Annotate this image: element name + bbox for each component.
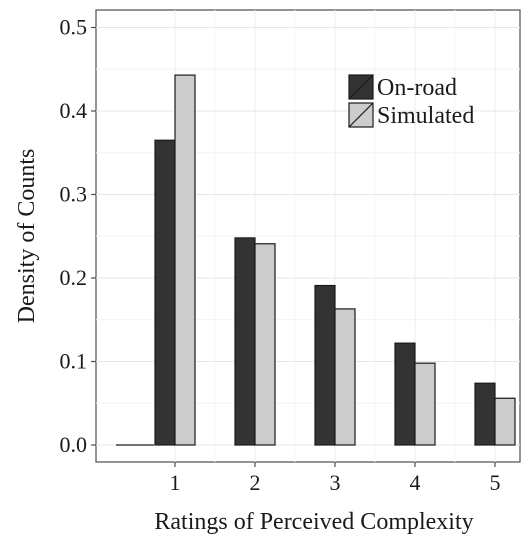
y-tick-label: 0.2: [60, 265, 88, 290]
y-axis-title: Density of Counts: [14, 149, 40, 324]
x-axis-ticks: 1 2 3 4 5: [170, 462, 501, 495]
bar-simulated-1: [174, 74, 196, 446]
y-axis-ticks: 0.0 0.1 0.2 0.3 0.4 0.5: [60, 15, 96, 457]
legend-key-slash: [348, 102, 374, 128]
y-tick-label: 0.1: [60, 349, 88, 374]
bar-simulated-4: [414, 362, 436, 446]
bar-simulated-5: [494, 397, 516, 446]
bar-on-road-3: [314, 284, 336, 446]
bar-on-road-5: [474, 382, 496, 446]
x-tick-label: 3: [330, 470, 341, 495]
bar-on-road-4: [394, 342, 416, 446]
y-tick-label: 0.4: [60, 98, 88, 123]
x-tick-label: 2: [250, 470, 261, 495]
bar-on-road-2: [234, 237, 256, 446]
x-tick-label: 1: [170, 470, 181, 495]
legend-label-simulated: Simulated: [377, 103, 474, 129]
y-tick-label: 0.3: [60, 182, 88, 207]
x-tick-label: 4: [410, 470, 421, 495]
y-tick-label: 0.0: [60, 432, 88, 457]
x-axis-title: Ratings of Perceived Complexity: [154, 509, 473, 535]
legend-label-on-road: On-road: [377, 75, 457, 101]
bar-simulated-2: [254, 243, 276, 446]
legend-key-slash: [348, 74, 374, 100]
bar-simulated-3: [334, 308, 356, 446]
x-tick-label: 5: [490, 470, 501, 495]
bars: [154, 74, 516, 446]
bar-on-road-1: [154, 139, 176, 446]
y-tick-label: 0.5: [60, 15, 88, 40]
grid-lines: [96, 10, 520, 462]
